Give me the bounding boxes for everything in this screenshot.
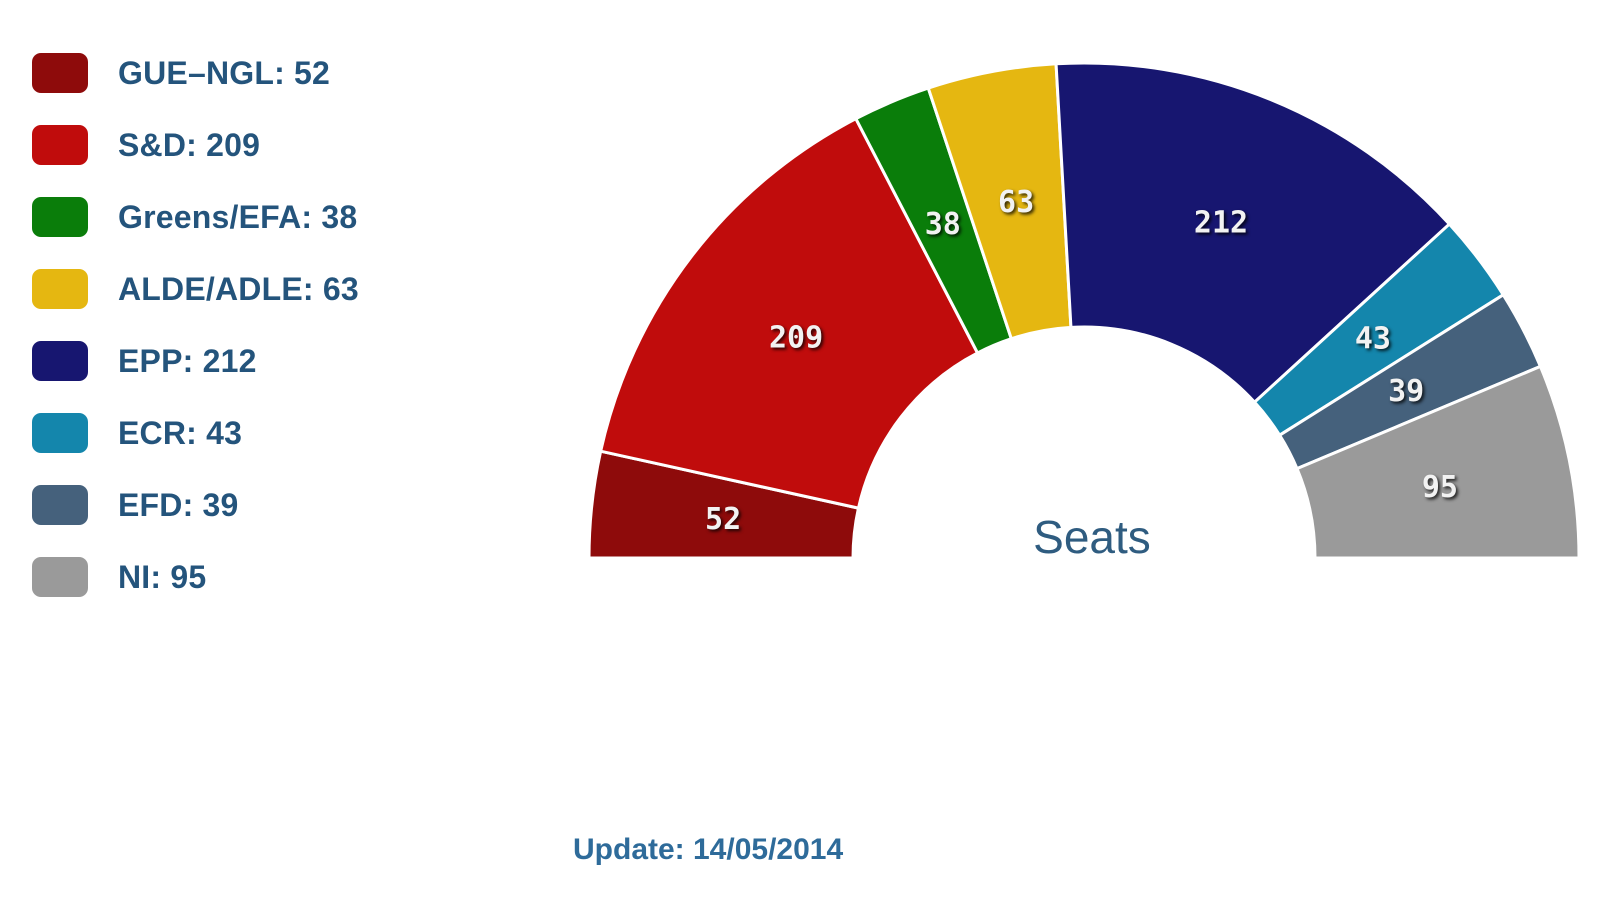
legend-swatch bbox=[32, 557, 88, 597]
legend-label: S&D: 209 bbox=[118, 126, 261, 163]
legend-swatch bbox=[32, 125, 88, 165]
legend-item: NI: 95 bbox=[32, 541, 359, 613]
slice-value-label: 212 bbox=[1194, 205, 1248, 240]
chart-center-label: Seats bbox=[1033, 511, 1151, 563]
legend-item: EPP: 212 bbox=[32, 325, 359, 397]
legend-item: S&D: 209 bbox=[32, 109, 359, 181]
legend-label: ECR: 43 bbox=[118, 414, 243, 451]
slice-value-label: 43 bbox=[1355, 322, 1391, 357]
legend-item: ECR: 43 bbox=[32, 397, 359, 469]
slice-ni[interactable] bbox=[1295, 364, 1581, 560]
slice-value-label: 63 bbox=[998, 185, 1034, 220]
slice-value-label: 52 bbox=[705, 502, 741, 537]
legend-swatch bbox=[32, 269, 88, 309]
slice-value-label: 95 bbox=[1422, 470, 1458, 505]
legend: GUE–NGL: 52 S&D: 209 Greens/EFA: 38 ALDE/AD… bbox=[32, 37, 359, 613]
slices-group bbox=[587, 61, 1581, 560]
update-note: Update: 14/05/2014 bbox=[573, 833, 844, 866]
slice-value-label: 39 bbox=[1388, 374, 1424, 409]
legend-item: GUE–NGL: 52 bbox=[32, 37, 359, 109]
legend-swatch bbox=[32, 197, 88, 237]
legend-label: NI: 95 bbox=[118, 558, 207, 595]
legend-label: GUE–NGL: 52 bbox=[118, 54, 331, 91]
legend-label: Greens/EFA: 38 bbox=[118, 198, 358, 235]
slice-labels-group: 52 209 38 63 212 43 39 95 bbox=[705, 185, 1458, 537]
legend-item: Greens/EFA: 38 bbox=[32, 181, 359, 253]
slice-value-label: 209 bbox=[769, 321, 823, 356]
legend-swatch bbox=[32, 53, 88, 93]
slice-s-d[interactable] bbox=[599, 117, 980, 510]
legend-swatch bbox=[32, 485, 88, 525]
legend-label: EFD: 39 bbox=[118, 486, 239, 523]
legend-label: EPP: 212 bbox=[118, 342, 257, 379]
slice-epp[interactable] bbox=[1054, 61, 1451, 404]
legend-item: EFD: 39 bbox=[32, 469, 359, 541]
legend-label: ALDE/ADLE: 63 bbox=[118, 270, 359, 307]
legend-swatch bbox=[32, 341, 88, 381]
legend-swatch bbox=[32, 413, 88, 453]
slice-value-label: 38 bbox=[925, 207, 961, 242]
legend-item: ALDE/ADLE: 63 bbox=[32, 253, 359, 325]
